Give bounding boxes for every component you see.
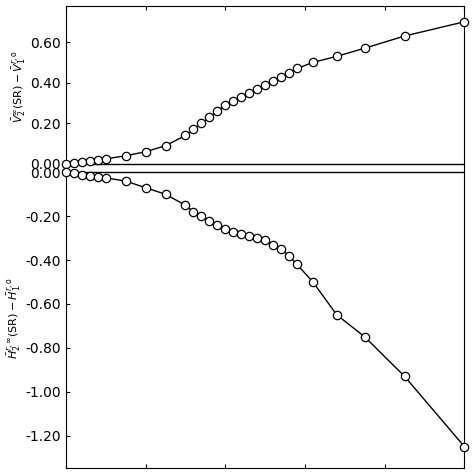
- Y-axis label: $\bar{H}_2^{r,\infty}(\mathrm{SR}) - \bar{H}_1^{r,\mathrm{o}}$: $\bar{H}_2^{r,\infty}(\mathrm{SR}) - \ba…: [6, 277, 23, 359]
- Y-axis label: $\bar{V}_2^{\infty}(\mathrm{SR}) - \bar{V}_1^{r,\mathrm{o}}$: $\bar{V}_2^{\infty}(\mathrm{SR}) - \bar{…: [10, 50, 27, 123]
